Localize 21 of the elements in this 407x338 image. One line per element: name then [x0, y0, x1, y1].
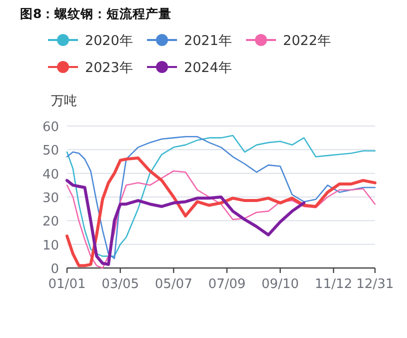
y-tick-label: 20: [42, 214, 59, 230]
x-tick-label: 09/10: [261, 277, 299, 292]
y-axis-title: 万吨: [51, 94, 77, 109]
y-tick-label: 0: [50, 262, 59, 277]
legend-label: 2023年: [85, 60, 134, 76]
chart-title: 图8：螺纹钢：短流程产量: [20, 6, 172, 21]
x-tick-label: 07/09: [208, 277, 246, 292]
x-tick-label: 05/07: [154, 277, 192, 292]
x-tick-label: 01/01: [48, 277, 86, 292]
legend-label: 2020年: [85, 33, 134, 49]
legend-label: 2024年: [184, 60, 232, 76]
legend-label: 2022年: [283, 33, 332, 49]
x-tick-label: 03/05: [102, 277, 140, 292]
y-tick-label: 50: [42, 144, 59, 159]
x-tick-label: 11/12: [314, 277, 352, 292]
y-tick-label: 40: [42, 167, 59, 182]
x-tick-label: 12/31: [356, 277, 394, 292]
y-tick-label: 30: [42, 191, 59, 206]
legend-label: 2021年: [184, 33, 232, 49]
y-tick-label: 10: [42, 238, 59, 254]
y-tick-label: 60: [42, 120, 59, 135]
